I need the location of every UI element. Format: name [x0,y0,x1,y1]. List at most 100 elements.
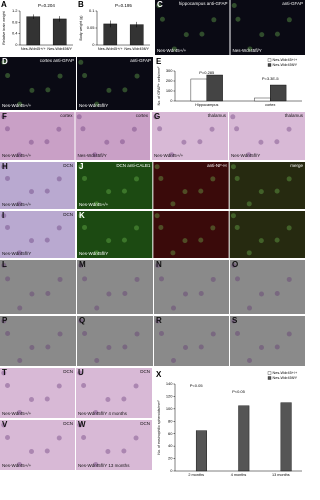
texture [94,101,100,107]
texture [29,345,35,350]
micrograph [0,112,75,160]
texture [5,383,10,388]
texture [78,164,84,170]
texture [183,291,188,297]
x-tick-label: Nes-Wdr45fl/Y [47,47,72,51]
texture [77,422,83,428]
micrograph [229,112,305,160]
texture [246,201,252,207]
texture [105,449,111,454]
micrograph [0,57,76,110]
texture [106,238,112,244]
texture [211,17,217,23]
panel-letter: N [156,260,162,269]
micrograph [0,368,75,418]
texture [274,344,280,350]
texture [230,164,236,170]
panel-caption: Nes-Wdr45fl/Y [231,153,260,158]
texture [77,370,83,376]
y-tick-label: 0 [170,98,173,103]
texture [182,238,188,244]
panel-caption: anti-NF-H [207,163,227,168]
texture [17,101,23,107]
texture [57,73,63,79]
legend-label: Nes-Wdr45fl/Y [273,376,298,380]
y-tick-label: 20 [168,456,173,461]
texture [131,126,137,132]
micrograph [77,211,153,258]
texture [274,237,280,243]
micrograph [229,162,305,209]
texture [121,237,127,243]
panel-caption: DCN anti-CALB1 [116,163,151,168]
texture [158,224,164,230]
micrograph [77,260,153,314]
panel-letter: R [156,316,162,325]
panel-caption: DCN [63,369,73,374]
texture [5,435,10,440]
y-tick-label: 60 [168,431,173,436]
panel-caption: DCN [63,163,73,168]
texture [209,126,215,132]
texture [210,276,216,282]
bar [206,74,223,102]
texture [106,291,112,297]
texture [159,276,164,282]
texture [44,139,50,145]
texture [210,176,216,182]
texture [17,358,23,363]
y-tick-label: 120 [166,393,173,398]
panel-caption: Nes-Wdr45+/+ [2,202,32,207]
panel-caption: Nes-Wdr45fl/Y [233,48,262,53]
texture [133,383,139,389]
texture [210,331,216,337]
panel-caption: cortex anti-GFAP [40,58,74,63]
legend-swatch [267,58,272,62]
texture [234,126,240,132]
texture [78,213,84,219]
panel-letter: M [79,260,86,269]
texture [44,396,50,402]
texture [170,250,176,256]
y-tick-label: 0.4 [12,31,18,36]
panel-caption: Nes-Wdr45fl/Y [79,103,108,108]
panel-letter: S [232,316,238,325]
panel-letter: K [79,211,85,220]
texture [104,139,110,145]
micrograph [77,57,153,110]
legend-swatch [267,371,272,375]
texture [1,213,7,219]
texture [93,410,99,415]
texture [274,31,280,37]
y-tick-label: 100 [166,88,173,93]
texture [1,114,7,120]
texture [106,345,112,350]
y-tick-label: 140 [166,381,173,386]
annotation: P<0.05 [190,383,204,388]
texture [234,175,240,181]
legend-label: Nes-Wdr45+/+ [273,58,298,62]
micrograph [0,420,75,470]
bar [129,24,144,46]
texture [92,152,98,158]
panel-caption: anti-GFAP [282,1,303,6]
texture [134,176,140,182]
texture [93,462,99,467]
y-axis-label: No. of GFAP+ cells/mm² [157,66,161,105]
texture [286,276,292,282]
texture [4,126,10,132]
texture [57,331,63,337]
x-tick-label: Nes-Wdr45+/+ [21,47,46,51]
micrograph [152,112,228,160]
texture [122,344,128,350]
panel-caption: anti-GFAP [130,58,151,63]
panel-caption: Nes-Wdr45+/+ [79,202,109,207]
y-tick-label: 0 [92,42,95,47]
panel-letter: Q [79,316,85,325]
panel-caption: DCN [63,421,73,426]
panel-caption: Nes-Wdr45+/+ [2,411,32,416]
panel-letter: F [2,112,7,121]
texture [122,290,128,296]
texture [286,17,292,23]
texture [134,276,140,282]
